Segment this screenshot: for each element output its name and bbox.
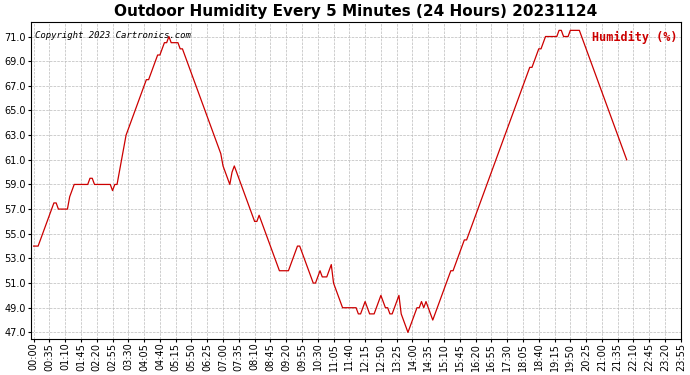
Text: Humidity (%): Humidity (%): [592, 31, 678, 44]
Text: Copyright 2023 Cartronics.com: Copyright 2023 Cartronics.com: [34, 31, 190, 40]
Title: Outdoor Humidity Every 5 Minutes (24 Hours) 20231124: Outdoor Humidity Every 5 Minutes (24 Hou…: [115, 4, 598, 19]
